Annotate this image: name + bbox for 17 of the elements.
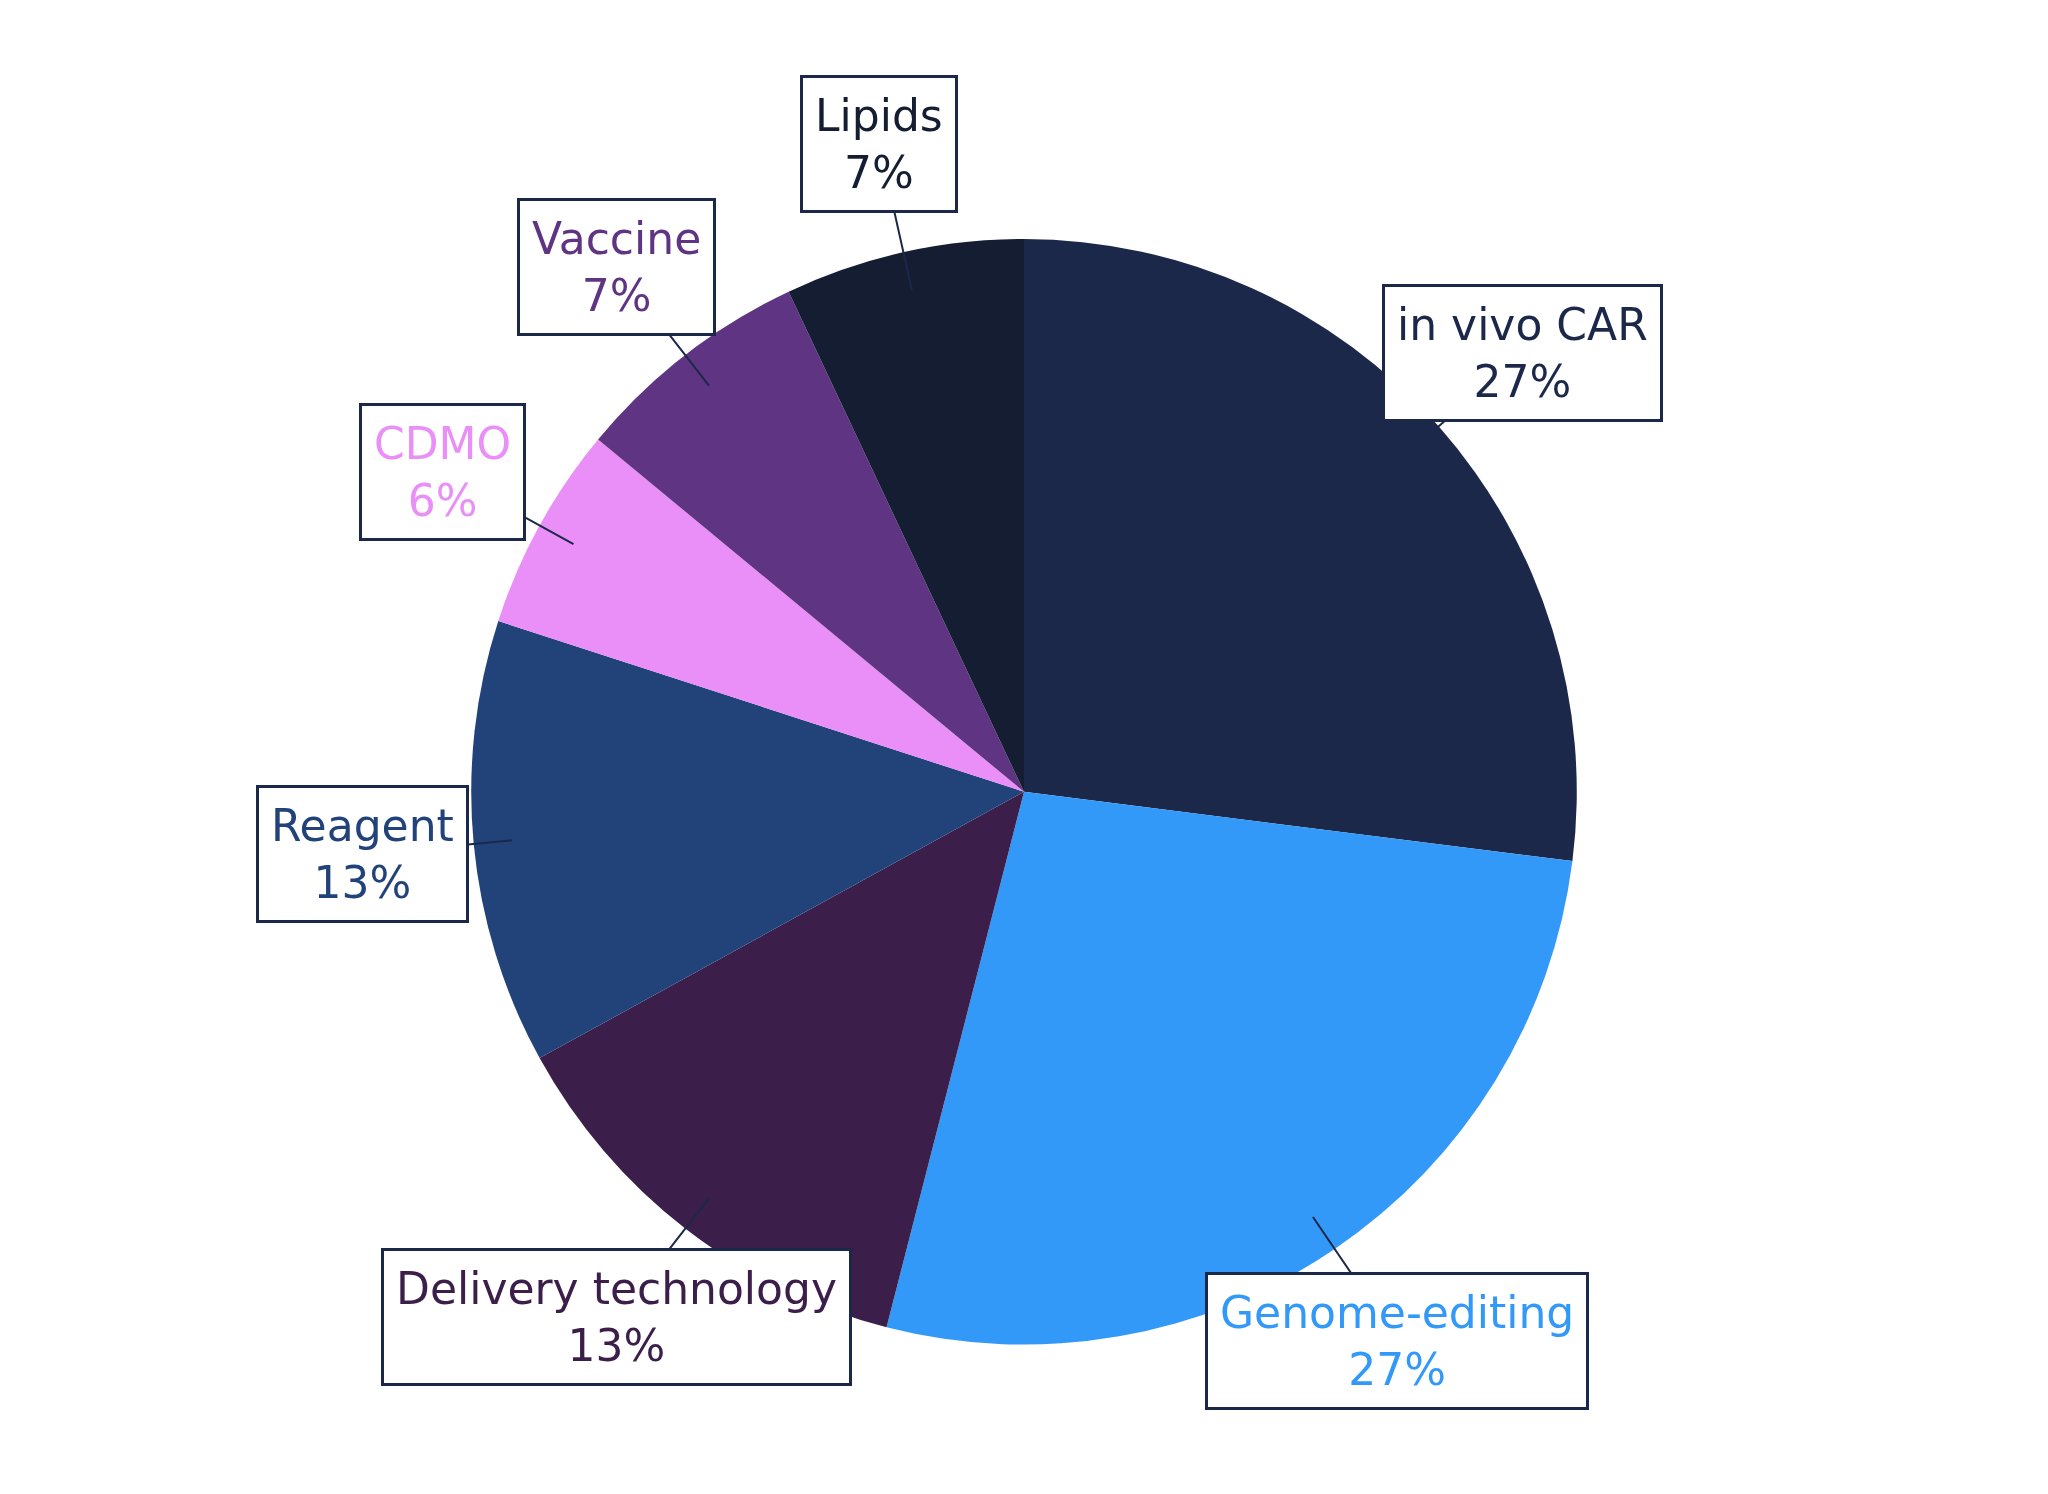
slice-label: Vaccine <box>532 213 702 264</box>
slice-label: in vivo CAR <box>1397 299 1648 350</box>
pie-slice <box>886 791 1573 1345</box>
slice-label: Genome-editing <box>1220 1287 1575 1338</box>
data-label: 7% <box>581 270 652 322</box>
pie-slice <box>788 239 1024 792</box>
data-label: 27% <box>1473 356 1572 408</box>
data-label: 13% <box>313 857 412 909</box>
slice-label: CDMO <box>374 418 512 469</box>
pie-slice <box>471 621 1024 1059</box>
slice-label: Delivery technology <box>396 1263 837 1314</box>
data-label: 7% <box>843 147 914 199</box>
data-label: 27% <box>1348 1344 1447 1396</box>
slice-label: Reagent <box>271 800 454 851</box>
data-label: 13% <box>567 1320 666 1372</box>
data-label: 6% <box>407 475 478 527</box>
slice-label: Lipids <box>815 90 943 141</box>
